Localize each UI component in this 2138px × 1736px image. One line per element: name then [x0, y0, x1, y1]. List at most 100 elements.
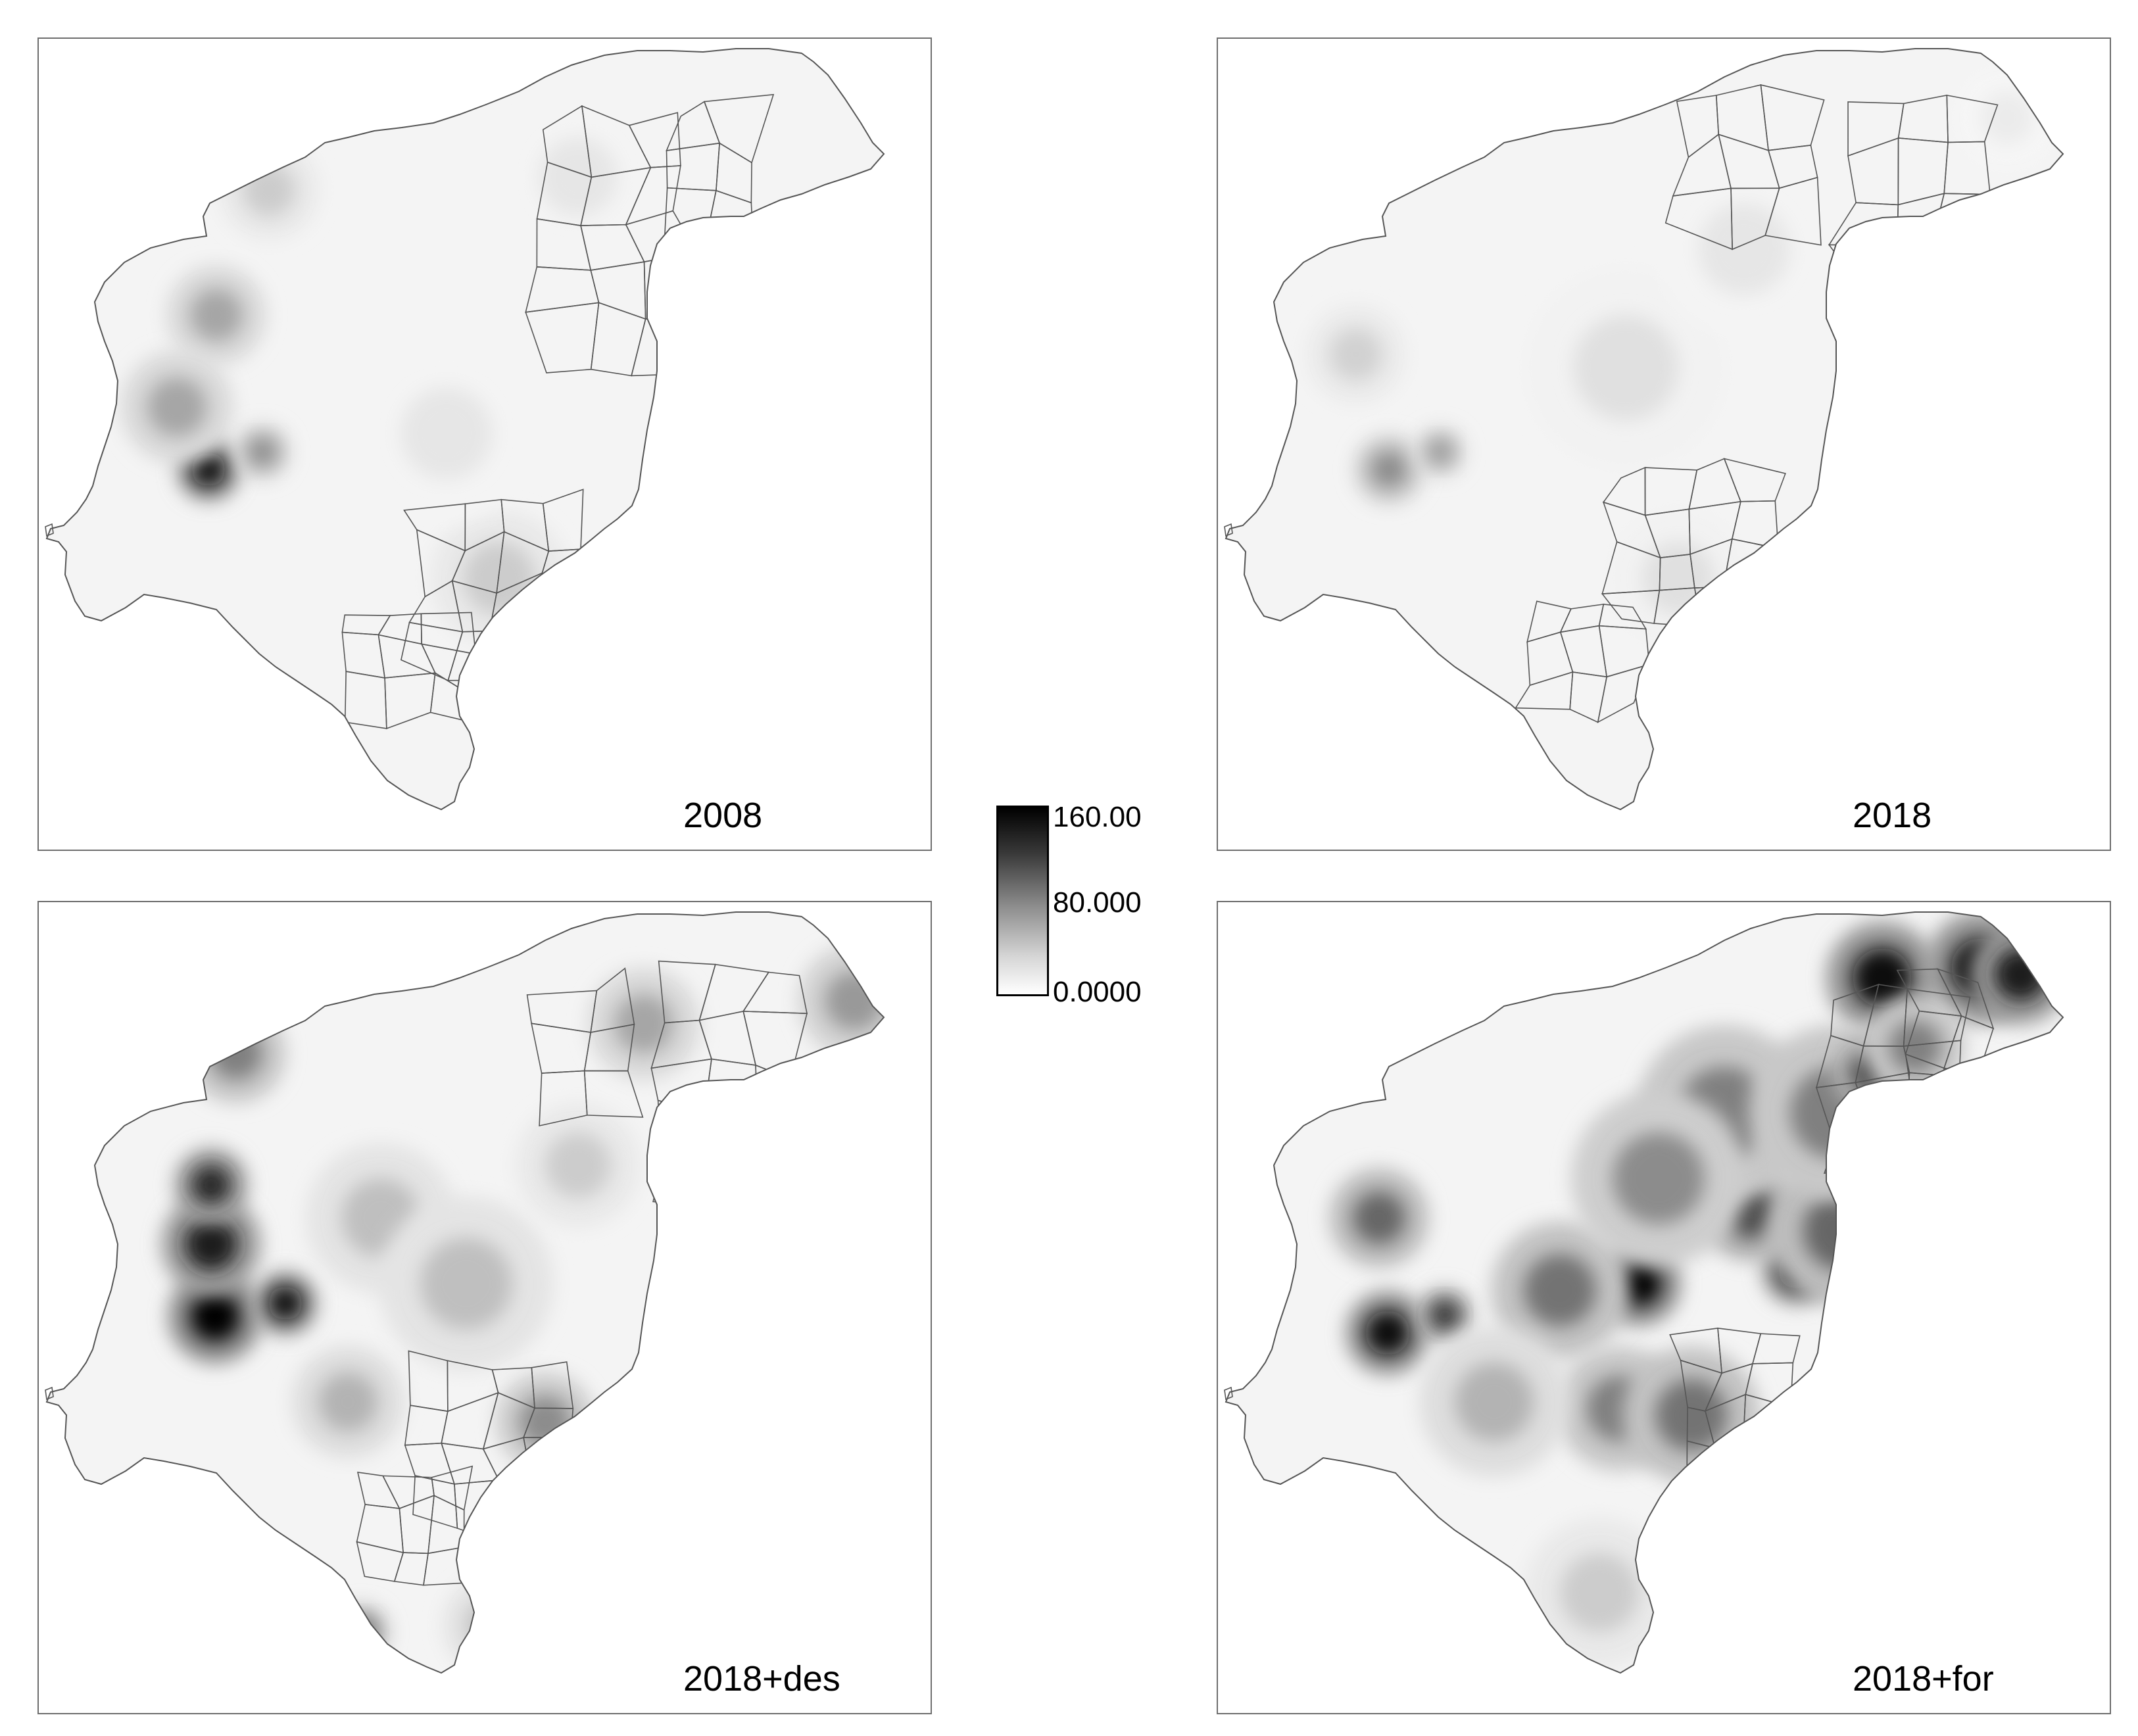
density-hotspot [268, 1286, 303, 1320]
density-halo [443, 1576, 543, 1673]
study-area-outline [45, 48, 885, 811]
density-hotspot [1330, 328, 1382, 381]
density-hotspot [1698, 203, 1790, 295]
municipality-boundary [1943, 276, 1991, 333]
density-hotspot [190, 289, 243, 341]
density-hotspot [1642, 542, 1714, 614]
municipality-boundary [652, 1144, 719, 1205]
map-panel-2018: 2018 [1217, 37, 2111, 851]
density-hotspot [1371, 451, 1407, 488]
municipality-boundary [1869, 1122, 1907, 1192]
municipality-boundary [755, 1064, 805, 1127]
municipality-boundary [1597, 663, 1651, 723]
density-hotspot [191, 452, 226, 487]
municipality-boundary [1901, 1107, 1944, 1157]
density-hotspot [1889, 1021, 1941, 1073]
density-surface [1329, 912, 2063, 1668]
density-hotspot [243, 164, 295, 216]
map-2018 [1224, 48, 2064, 811]
legend-max-label: 160.00 [1053, 801, 1142, 833]
panel-label-2018-des: 2018+des [683, 1659, 840, 1699]
density-hotspot [614, 994, 673, 1053]
municipality-boundary [1743, 1430, 1795, 1486]
islet-outline [1224, 1386, 1233, 1401]
density-halo [333, 1604, 389, 1660]
legend-mid-label: 80.000 [1053, 886, 1142, 919]
municipality-boundary [1823, 1122, 1877, 1174]
density-hotspot [825, 971, 884, 1030]
density-hotspot [463, 542, 535, 614]
panel-label-2008: 2008 [683, 796, 763, 835]
municipality-boundary [541, 572, 597, 630]
map-2018-des [45, 911, 885, 1674]
density-hotspot [1803, 1192, 1882, 1270]
municipality-boundary [1714, 1430, 1762, 1487]
map-2018-for [1224, 911, 2064, 1674]
map-panel-2008: 2008 [37, 37, 932, 851]
municipality-boundary [657, 1099, 719, 1169]
municipality-boundary [1878, 244, 1947, 292]
islet-outline [45, 523, 54, 537]
map-panel-2018-for: 2018+for [1217, 901, 2111, 1714]
study-area-outline [1225, 48, 2064, 811]
density-hotspot [185, 1218, 237, 1270]
municipality-boundary [761, 1153, 814, 1203]
legend-color-ramp [996, 806, 1049, 996]
map-2008 [45, 48, 885, 811]
islet-outline [1224, 523, 1233, 537]
study-area-outline [45, 911, 885, 1674]
color-legend: 160.00 80.000 0.0000 [996, 801, 1180, 1007]
municipality-boundary [1764, 176, 1822, 246]
density-hotspot [1655, 1379, 1728, 1451]
density-hotspot [147, 377, 207, 437]
map-panel-2018-des: 2018+des [37, 901, 932, 1714]
municipality-boundary [489, 628, 547, 681]
municipality-boundary [1902, 1135, 1966, 1191]
density-hotspot [1455, 1362, 1534, 1441]
density-hotspot [1430, 1301, 1459, 1330]
density-hotspot [1427, 439, 1453, 465]
municipality-boundary [664, 236, 719, 285]
density-hotspot [1853, 948, 1912, 1007]
density-hotspot [191, 1165, 231, 1205]
municipality-boundary [1930, 245, 1998, 282]
density-surface [1306, 68, 2057, 647]
municipality-boundary [1693, 586, 1748, 635]
density-hotspot [545, 1132, 611, 1198]
islet-outline [45, 1386, 54, 1401]
municipality-boundary [524, 1480, 566, 1533]
density-hotspot [318, 1372, 377, 1432]
municipality-boundary [1941, 1103, 1992, 1149]
density-hotspot [1524, 1254, 1596, 1326]
density-hotspot [347, 1618, 376, 1647]
panel-label-2018: 2018 [1853, 796, 1932, 835]
municipality-boundary [541, 618, 597, 676]
density-hotspot [401, 387, 493, 479]
municipality-boundary [703, 1113, 763, 1155]
density-hotspot [190, 1291, 240, 1341]
municipality-boundary [1875, 276, 1947, 336]
legend-min-label: 0.0000 [1053, 976, 1142, 1008]
density-hotspot [539, 137, 618, 216]
municipality-boundary [1828, 244, 1898, 292]
municipality-boundary [1942, 1067, 1992, 1110]
municipality-boundary [583, 1070, 644, 1118]
density-hotspot [420, 1238, 512, 1330]
municipality-boundary [756, 1125, 805, 1165]
study-area-outline [1225, 911, 2064, 1674]
density-hotspot [466, 1599, 519, 1652]
municipality-boundary [698, 1145, 770, 1205]
density-hotspot [519, 1395, 571, 1448]
density-hotspot [1365, 1311, 1410, 1355]
panel-label-2018-for: 2018+for [1853, 1659, 1994, 1699]
municipality-boundary [1722, 586, 1787, 635]
density-hotspot [248, 437, 277, 466]
municipality-boundary [1905, 1072, 1960, 1144]
density-hotspot [1560, 1553, 1639, 1632]
density-hotspot [1981, 91, 2033, 144]
density-hotspot [1613, 1132, 1705, 1224]
municipality-boundary [1841, 276, 1880, 339]
density-hotspot [1353, 1192, 1405, 1244]
density-hotspot [1573, 315, 1678, 420]
municipality-boundary [702, 251, 769, 293]
